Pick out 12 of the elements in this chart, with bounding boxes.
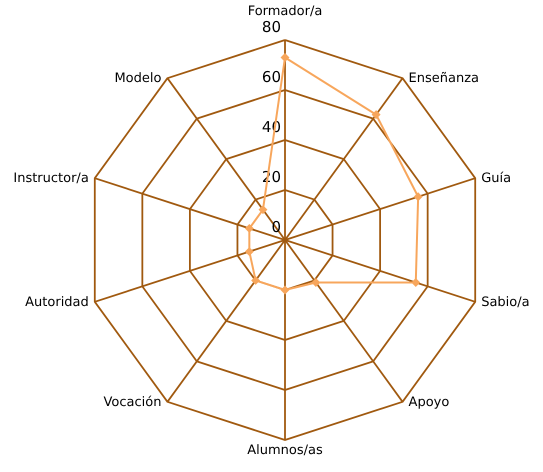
spoke-label: Autoridad [25, 294, 89, 310]
spoke-label: Enseñanza [408, 71, 480, 86]
spoke-label: Vocación [104, 394, 162, 410]
spoke-label: Alumnos/as [247, 443, 323, 458]
y-tick-label: 80 [262, 18, 281, 36]
y-tick-label: 60 [262, 68, 281, 86]
spoke-label: Modelo [114, 71, 162, 86]
spoke-label: Instructor/a [13, 171, 89, 186]
spoke-label: Apoyo [408, 394, 450, 410]
spoke-label: Guía [481, 171, 512, 186]
spoke-label: Formador/a [248, 4, 322, 19]
spoke-label: Sabio/a [481, 294, 530, 310]
